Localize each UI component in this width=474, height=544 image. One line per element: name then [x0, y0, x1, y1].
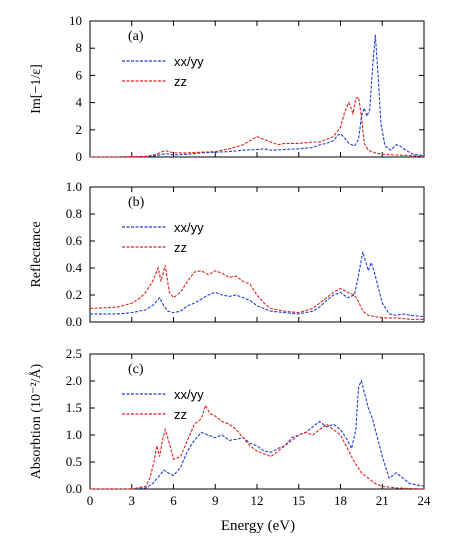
legend-label: zz	[174, 407, 187, 422]
series-line-zz	[89, 265, 424, 320]
y-tick-label: 0	[76, 149, 83, 164]
panels-layer: 0246810Im[−1/ε](a)xx/yyzz0.00.20.40.60.8…	[28, 13, 431, 508]
panel-c: 0.0 0.5 1.0 1.5 2.0 2.5 0 3 6 9 12 15 18 21 24 Absorbti…	[28, 346, 431, 508]
y-tick-label: 1.5	[66, 400, 82, 415]
series-line-zz	[90, 96, 425, 158]
legend-label: xx/yy	[174, 220, 204, 235]
x-tick-label: 6	[170, 493, 177, 508]
x-tick-label: 12	[251, 493, 264, 508]
series-line-xx-yy	[90, 34, 425, 158]
x-tick-label: 24	[418, 493, 432, 508]
y-tick-label: 0.4	[66, 260, 83, 275]
legend-label: xx/yy	[174, 54, 204, 69]
y-tick-label: 10	[69, 13, 82, 28]
y-tick-label: 4	[76, 95, 83, 110]
y-tick-label: 2.5	[66, 346, 82, 361]
panel-label: (a)	[128, 29, 144, 44]
y-tick-label: 0.2	[66, 287, 82, 302]
series-line-xx-yy	[90, 379, 425, 490]
panel-label: (b)	[128, 195, 145, 210]
x-tick-label: 0	[87, 493, 94, 508]
y-tick-label: 2	[76, 122, 83, 137]
y-tick-label: 0.0	[66, 481, 82, 496]
legend-label: xx/yy	[174, 387, 204, 402]
y-tick-label: 2.0	[66, 373, 82, 388]
y-tick-label: 6	[76, 67, 83, 82]
y-tick-label: 1.0	[66, 179, 82, 194]
panel-a: 0 2 4 6 8 10 Im[−1/ε] (a) xx/yy zz	[29, 13, 425, 164]
y-tick-label: 8	[76, 40, 83, 55]
x-tick-label: 9	[212, 493, 219, 508]
panel-label: (c)	[128, 362, 144, 377]
y-tick-label: 0.5	[66, 454, 82, 469]
x-tick-label: 21	[376, 493, 389, 508]
x-tick-label: 15	[292, 493, 305, 508]
legend-label: zz	[174, 74, 187, 89]
x-tick-label: 3	[129, 493, 136, 508]
y-tick-label: 0.8	[66, 206, 82, 221]
y-tick-label: 1.0	[66, 427, 82, 442]
y-tick-label: 0.6	[66, 233, 83, 248]
legend-label: zz	[174, 240, 187, 255]
series-line-xx-yy	[90, 251, 425, 318]
y-axis-label: Im[−1/ε]	[29, 64, 44, 114]
y-tick-label: 0.0	[66, 314, 82, 329]
y-axis-label: Absorbtion (10⁻²/Å)	[28, 363, 44, 479]
x-axis-label: Energy (eV)	[221, 518, 295, 534]
y-axis-label: Reflectance	[29, 221, 44, 287]
x-tick-label: 18	[334, 493, 347, 508]
panel-b: 0.0 0.2 0.4 0.6 0.8 1.0 Reflectance (b) xx/yy zz	[29, 179, 425, 329]
series-line-zz	[90, 403, 425, 490]
